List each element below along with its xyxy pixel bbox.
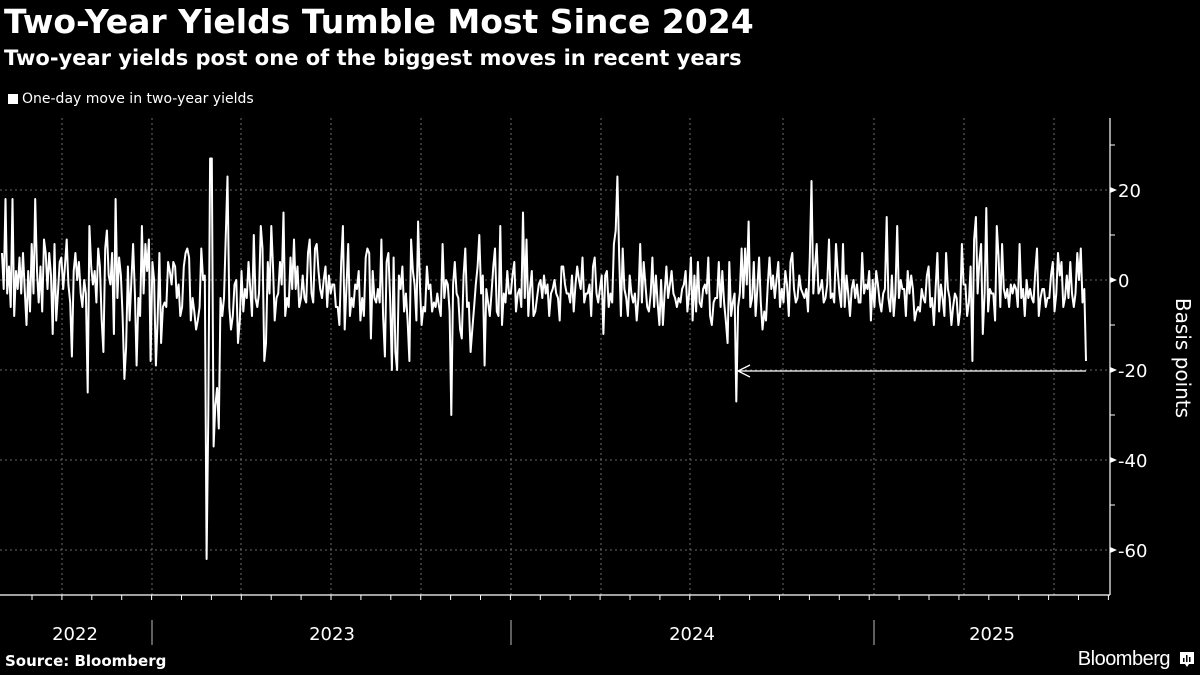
- chart-subtitle: Two-year yields post one of the biggest …: [4, 46, 742, 70]
- svg-text:-60: -60: [1118, 541, 1147, 562]
- svg-text:-40: -40: [1118, 451, 1147, 472]
- x-tick-2025: 2025: [969, 624, 1015, 645]
- x-tick-2023: 2023: [309, 624, 355, 645]
- gridlines: [0, 118, 1110, 595]
- legend: One-day move in two-year yields: [8, 91, 254, 107]
- legend-label: One-day move in two-year yields: [22, 91, 254, 107]
- x-tick-2022: 2022: [52, 624, 98, 645]
- series-line: [1, 157, 1087, 560]
- bloomberg-chart-icon: [1180, 652, 1194, 667]
- svg-text:0: 0: [1118, 271, 1129, 292]
- annotation-arrow: [736, 364, 1086, 378]
- source-note: Source: Bloomberg: [5, 652, 167, 670]
- y-axis-ticks: 20 0 -20 -40 -60: [1110, 181, 1147, 562]
- x-tick-2024: 2024: [669, 624, 715, 645]
- svg-text:20: 20: [1118, 181, 1141, 202]
- axes: [0, 118, 1115, 645]
- brand-logo: Bloomberg: [1077, 648, 1171, 670]
- y-axis-label: Basis points: [1171, 297, 1195, 419]
- svg-text:-20: -20: [1118, 361, 1147, 382]
- legend-swatch: [8, 94, 18, 104]
- chart-title: Two-Year Yields Tumble Most Since 2024: [4, 2, 754, 41]
